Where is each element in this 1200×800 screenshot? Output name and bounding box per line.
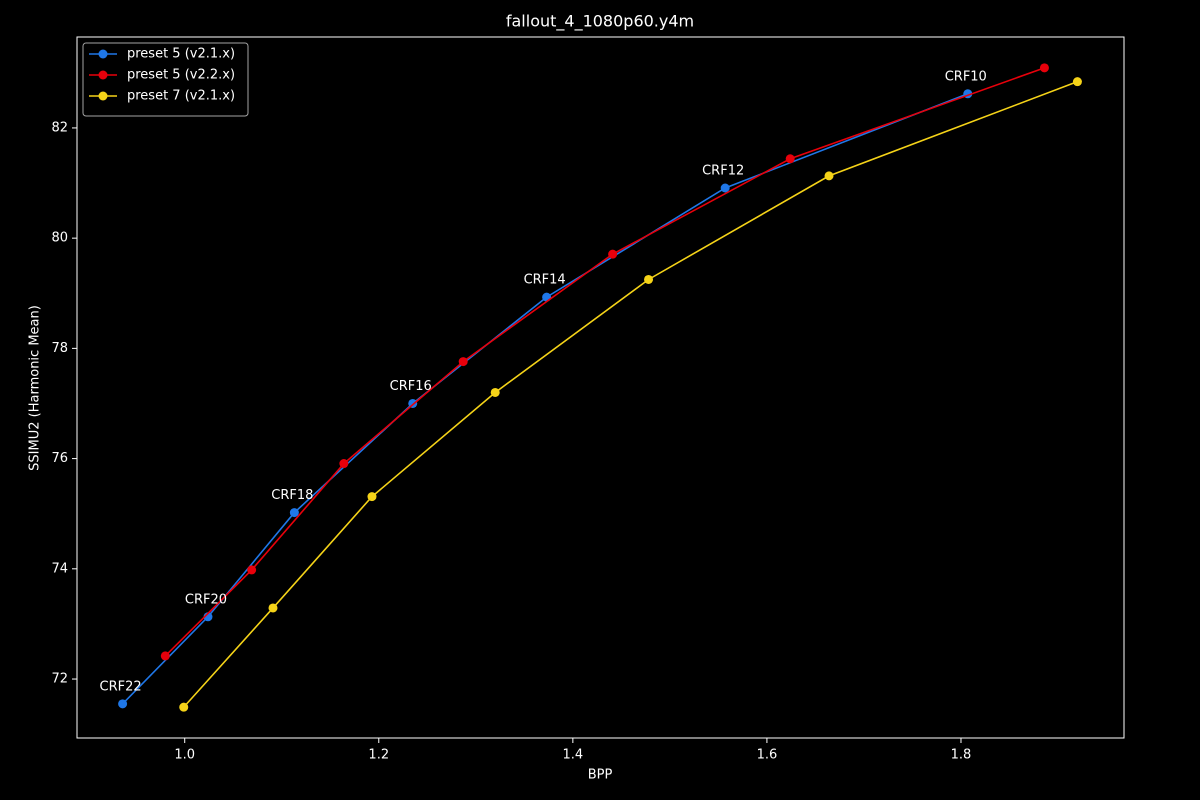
plot-frame: [76, 36, 1125, 739]
y-tick-label: 80: [51, 231, 68, 246]
legend-label: preset 7 (v2.1.x): [127, 89, 235, 104]
legend-marker: [98, 91, 108, 101]
annotation: CRF12: [702, 164, 744, 179]
x-axis-label: BPP: [588, 768, 613, 783]
y-tick-label: 74: [51, 561, 68, 576]
x-tick-label: 1.2: [368, 748, 389, 763]
annotation: CRF16: [390, 379, 432, 394]
data-point: [268, 603, 278, 613]
data-point: [644, 274, 654, 284]
data-point: [608, 249, 618, 259]
annotation: CRF18: [271, 488, 313, 503]
legend-label: preset 5 (v2.1.x): [127, 47, 235, 62]
legend-box: [82, 42, 249, 117]
data-point: [1039, 63, 1049, 73]
legend-marker: [98, 49, 108, 59]
data-point: [289, 508, 299, 518]
y-tick-label: 82: [51, 120, 68, 135]
data-point: [118, 699, 128, 709]
x-tick-label: 1.0: [174, 748, 195, 763]
y-axis-label: SSIMU2 (Harmonic Mean): [28, 305, 43, 471]
y-tick-label: 78: [51, 341, 68, 356]
data-point: [339, 459, 349, 469]
x-tick-label: 1.4: [563, 748, 584, 763]
data-point: [458, 357, 468, 367]
data-point: [1072, 77, 1082, 87]
data-point: [785, 154, 795, 164]
y-tick-label: 76: [51, 451, 68, 466]
annotation: CRF20: [185, 592, 227, 607]
legend-label: preset 5 (v2.2.x): [127, 68, 235, 83]
chart-title: fallout_4_1080p60.y4m: [506, 12, 694, 32]
data-point: [824, 171, 834, 181]
data-point: [179, 702, 189, 712]
data-point: [720, 183, 730, 193]
data-point: [490, 387, 500, 397]
annotation: CRF10: [945, 69, 987, 84]
data-point: [247, 565, 257, 575]
legend-marker: [98, 70, 108, 80]
data-point: [367, 492, 377, 502]
y-tick-label: 72: [51, 672, 68, 687]
annotation: CRF22: [100, 679, 142, 694]
x-tick-label: 1.6: [757, 748, 778, 763]
annotation: CRF14: [524, 273, 566, 288]
data-point: [160, 651, 170, 661]
x-tick-label: 1.8: [951, 748, 972, 763]
